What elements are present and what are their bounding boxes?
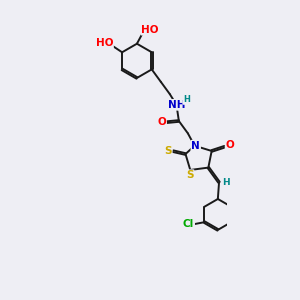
Text: N: N — [191, 141, 200, 151]
Text: Cl: Cl — [183, 219, 194, 229]
Text: H: H — [222, 178, 230, 187]
Text: HO: HO — [95, 38, 113, 49]
Text: S: S — [164, 146, 172, 156]
Text: H: H — [183, 95, 190, 104]
Text: O: O — [226, 140, 234, 151]
Text: NH: NH — [168, 100, 185, 110]
Text: HO: HO — [142, 25, 159, 35]
Text: O: O — [158, 117, 166, 127]
Text: S: S — [186, 170, 194, 180]
